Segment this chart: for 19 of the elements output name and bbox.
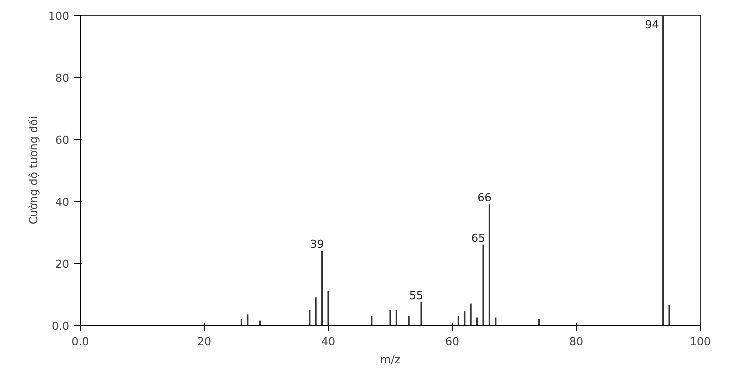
x-tick-label: 80 bbox=[570, 336, 584, 348]
x-tick-label: 40 bbox=[322, 336, 336, 348]
annotation: 39 bbox=[310, 238, 324, 252]
annotation: 55 bbox=[410, 289, 424, 302]
x-tick-label: 100 bbox=[690, 336, 711, 348]
annotation: 66 bbox=[478, 192, 492, 205]
annotation: 65 bbox=[472, 232, 486, 245]
y-tick-label: 100 bbox=[48, 10, 70, 23]
x-tick-label: 20 bbox=[198, 336, 212, 348]
x-tick-label: 60 bbox=[446, 336, 460, 348]
y-tick-label: 40 bbox=[56, 196, 70, 209]
y-tick-label: 0.0 bbox=[52, 320, 70, 333]
y-tick-label: 80 bbox=[56, 72, 70, 85]
y-axis-title: Cường độ tương đối bbox=[28, 116, 41, 225]
x-tick-label: 0.0 bbox=[72, 336, 90, 348]
x-axis-title: m/z bbox=[380, 354, 401, 366]
y-tick-label: 60 bbox=[56, 134, 70, 147]
annotation: 94 bbox=[645, 18, 660, 32]
y-tick-label: 20 bbox=[56, 258, 70, 271]
